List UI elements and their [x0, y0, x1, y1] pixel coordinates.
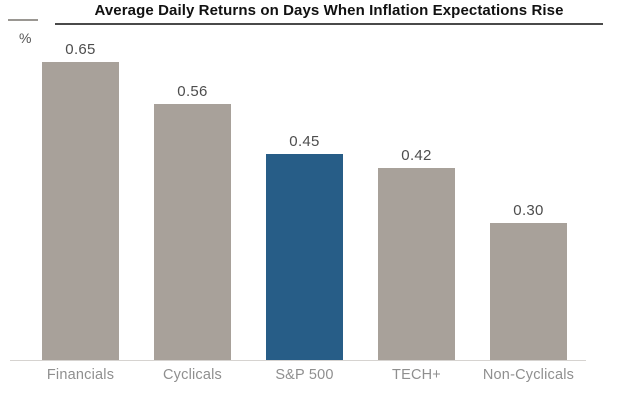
chart-header: Average Daily Returns on Days When Infla…: [55, 2, 603, 25]
bar-non-cyclicals: [490, 223, 567, 360]
bar-tech: [378, 168, 455, 360]
category-label-s-p-500: S&P 500: [275, 367, 334, 383]
bar-s-p-500: [266, 154, 343, 360]
y-axis-unit-label: %: [19, 30, 32, 46]
bar-cyclicals: [154, 104, 231, 360]
category-label-financials: Financials: [46, 367, 115, 383]
value-label-s-p-500: 0.45: [289, 133, 320, 150]
bar-financials: [42, 62, 119, 360]
x-axis-baseline: [10, 360, 586, 361]
category-label-cyclicals: Cyclicals: [163, 367, 222, 383]
category-label-tech: TECH+: [392, 367, 441, 383]
header-left-rule: [8, 19, 38, 21]
value-label-cyclicals: 0.56: [177, 83, 208, 100]
value-label-tech: 0.42: [401, 147, 432, 164]
value-label-financials: 0.65: [65, 41, 96, 58]
category-label-non-cyclicals: Non-Cyclicals: [482, 367, 575, 383]
value-label-non-cyclicals: 0.30: [513, 202, 544, 219]
chart-title: Average Daily Returns on Days When Infla…: [94, 2, 564, 19]
